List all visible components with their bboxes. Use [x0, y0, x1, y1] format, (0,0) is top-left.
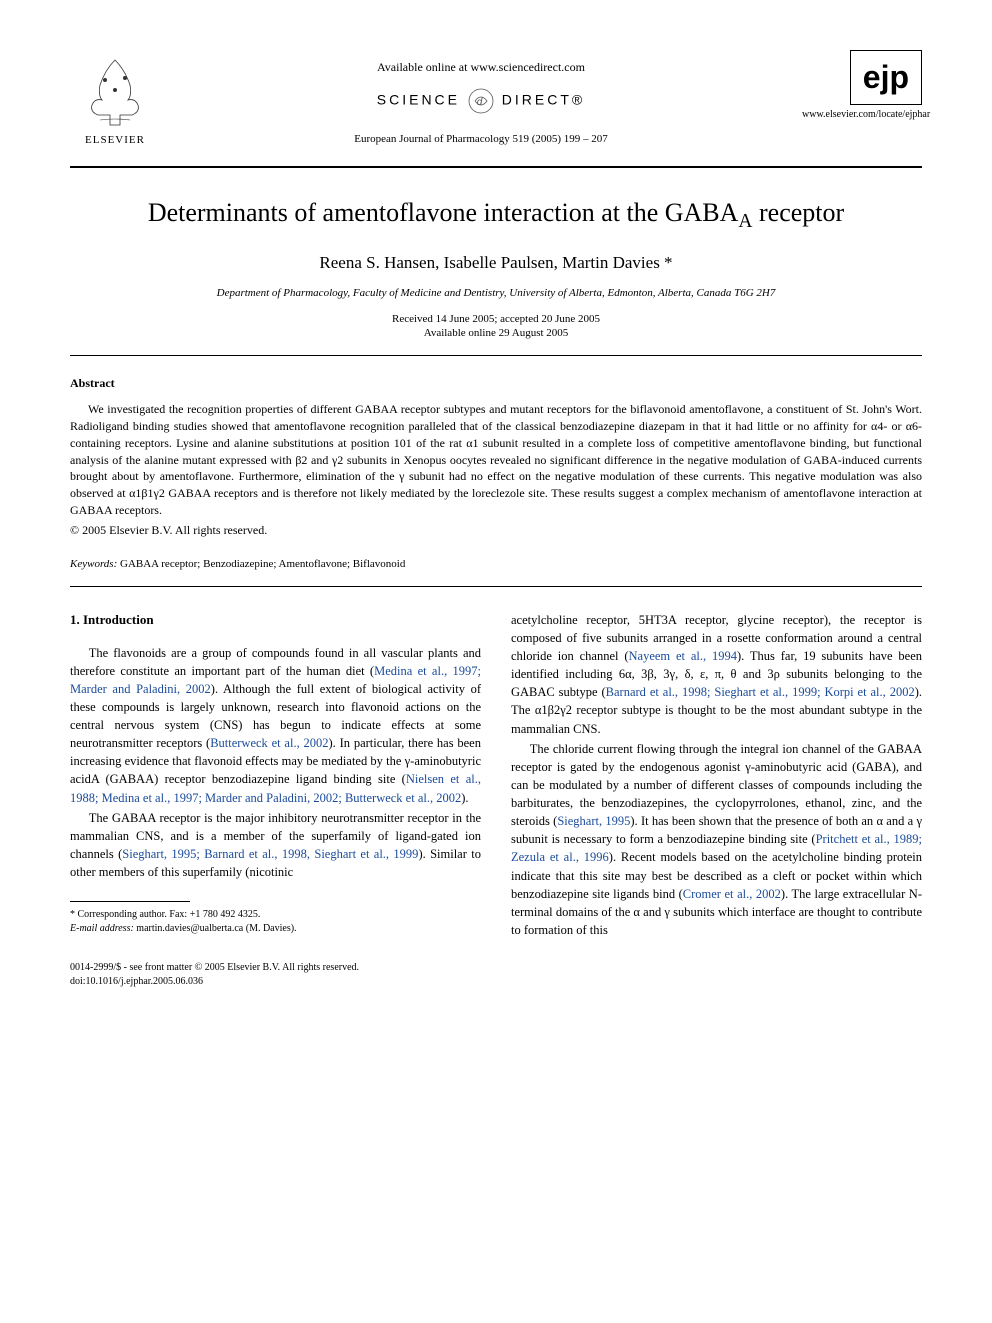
footnote-email: E-mail address: martin.davies@ualberta.c… [70, 922, 481, 936]
available-online-text: Available online at www.sciencedirect.co… [160, 60, 802, 75]
ref-nayeem-1994[interactable]: Nayeem et al., 1994 [629, 649, 737, 663]
intro-para-1: The flavonoids are a group of compounds … [70, 644, 481, 807]
divider-abstract-bottom [70, 586, 922, 587]
section-1-heading: 1. Introduction [70, 611, 481, 630]
keywords-label: Keywords: [70, 558, 117, 570]
abstract-section: Abstract We investigated the recognition… [70, 376, 922, 538]
elsevier-tree-icon [80, 50, 150, 130]
affiliation: Department of Pharmacology, Faculty of M… [70, 287, 922, 299]
keywords: Keywords: GABAA receptor; Benzodiazepine… [70, 558, 922, 570]
journal-citation: European Journal of Pharmacology 519 (20… [160, 133, 802, 145]
footnote-corresponding: * Corresponding author. Fax: +1 780 492 … [70, 908, 481, 922]
title-sub: A [738, 211, 752, 232]
ejp-logo-block: ejp www.elsevier.com/locate/ejphar [802, 50, 922, 120]
divider-top [70, 166, 922, 168]
divider-abstract-top [70, 355, 922, 356]
col2-para-2: The chloride current flowing through the… [511, 740, 922, 939]
article-title: Determinants of amentoflavone interactio… [70, 198, 922, 233]
left-column: 1. Introduction The flavonoids are a gro… [70, 611, 481, 941]
col2-para-1: acetylcholine receptor, 5HT3A receptor, … [511, 611, 922, 738]
email-label: E-mail address: [70, 923, 134, 934]
footnote-separator [70, 901, 190, 902]
ref-cromer-2002[interactable]: Cromer et al., 2002 [683, 887, 781, 901]
ejp-url: www.elsevier.com/locate/ejphar [802, 109, 922, 120]
ref-sieghart-1995b[interactable]: Sieghart, 1995 [557, 814, 630, 828]
elsevier-label: ELSEVIER [85, 134, 145, 146]
abstract-copyright: © 2005 Elsevier B.V. All rights reserved… [70, 523, 922, 538]
sd-right: DIRECT® [502, 92, 585, 108]
elsevier-logo: ELSEVIER [70, 50, 160, 146]
ref-barnard-1998[interactable]: Barnard et al., 1998; Sieghart et al., 1… [606, 685, 915, 699]
intro-para-2: The GABAA receptor is the major inhibito… [70, 809, 481, 882]
body-columns: 1. Introduction The flavonoids are a gro… [70, 611, 922, 941]
abstract-heading: Abstract [70, 376, 922, 391]
ref-sieghart-1995[interactable]: Sieghart, 1995; Barnard et al., 1998, Si… [122, 847, 418, 861]
email-value: martin.davies@ualberta.ca (M. Davies). [134, 923, 297, 934]
footer: 0014-2999/$ - see front matter © 2005 El… [70, 961, 922, 989]
title-main: Determinants of amentoflavone interactio… [148, 198, 739, 227]
svg-text:d: d [477, 97, 486, 108]
footer-line2: doi:10.1016/j.ejphar.2005.06.036 [70, 975, 922, 989]
science-direct-logo: SCIENCE d DIRECT® [160, 87, 802, 115]
abstract-text: We investigated the recognition properti… [70, 401, 922, 519]
date-available: Available online 29 August 2005 [70, 327, 922, 339]
p1d: ). [461, 791, 468, 805]
keywords-text: GABAA receptor; Benzodiazepine; Amentofl… [117, 558, 405, 570]
ejp-box: ejp [850, 50, 922, 105]
header-row: ELSEVIER Available online at www.science… [70, 50, 922, 146]
center-header: Available online at www.sciencedirect.co… [160, 50, 802, 145]
authors: Reena S. Hansen, Isabelle Paulsen, Marti… [70, 253, 922, 273]
right-column: acetylcholine receptor, 5HT3A receptor, … [511, 611, 922, 941]
title-end: receptor [753, 198, 845, 227]
footer-line1: 0014-2999/$ - see front matter © 2005 El… [70, 961, 922, 975]
ejp-letters: ejp [863, 59, 909, 96]
date-received: Received 14 June 2005; accepted 20 June … [70, 313, 922, 325]
sd-left: SCIENCE [377, 92, 460, 108]
sd-swirl-icon: d [467, 87, 495, 115]
ref-butterweck-2002[interactable]: Butterweck et al., 2002 [210, 736, 328, 750]
